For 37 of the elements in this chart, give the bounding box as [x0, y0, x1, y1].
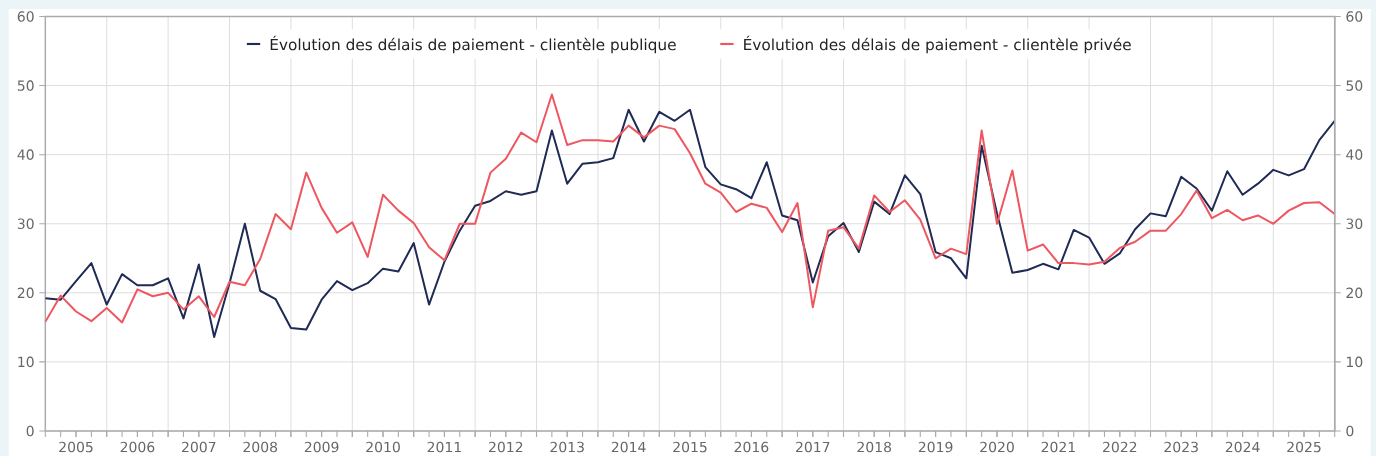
x-tick-label: 2016: [734, 441, 769, 453]
y-tick-label: 10: [1346, 356, 1363, 368]
y-tick-label: 20: [1346, 287, 1363, 299]
x-tick-label: 2007: [182, 441, 216, 453]
x-tick-label: 2009: [304, 441, 339, 453]
x-tick-label: 2015: [673, 441, 707, 453]
y-tick-label: 60: [1346, 11, 1363, 22]
y2-tick-label: 0: [26, 425, 34, 437]
y2-tick-label: 20: [17, 287, 34, 299]
x-tick-label: 2006: [120, 441, 155, 453]
x-tick-label: 2011: [427, 441, 461, 453]
y-tick-label: 40: [1346, 149, 1363, 160]
legend-label: Évolution des délais de paiement - clientèle privée: [744, 35, 1131, 54]
x-tick-label: 2023: [1164, 441, 1198, 453]
x-tick-label: 2020: [980, 441, 1014, 453]
x-tick-label: 2025: [1287, 441, 1321, 453]
y-tick-label: 30: [1346, 218, 1363, 230]
x-tick-label: 2019: [918, 441, 953, 453]
y2-tick-label: 40: [17, 149, 34, 160]
x-tick-label: 2022: [1103, 441, 1137, 453]
y2-tick-label: 50: [17, 80, 34, 91]
y-tick-label: 50: [1346, 80, 1363, 91]
x-tick-label: 2005: [59, 441, 93, 453]
y2-tick-label: 30: [17, 218, 34, 230]
y-tick-label: 0: [1346, 425, 1354, 437]
x-tick-label: 2014: [611, 441, 646, 453]
x-tick-label: 2010: [366, 441, 400, 453]
x-tick-label: 2021: [1041, 441, 1075, 453]
y2-tick-label: 60: [17, 11, 34, 22]
x-tick-label: 2018: [857, 441, 892, 453]
x-tick-label: 2012: [489, 441, 523, 453]
x-tick-label: 2013: [550, 441, 584, 453]
y2-tick-label: 10: [18, 356, 34, 368]
x-tick-label: 2008: [243, 441, 278, 453]
legend-label: Évolution des délais de paiement - clientèle publique: [270, 35, 676, 54]
x-tick-label: 2017: [796, 441, 830, 453]
x-tick-label: 2024: [1225, 441, 1260, 453]
